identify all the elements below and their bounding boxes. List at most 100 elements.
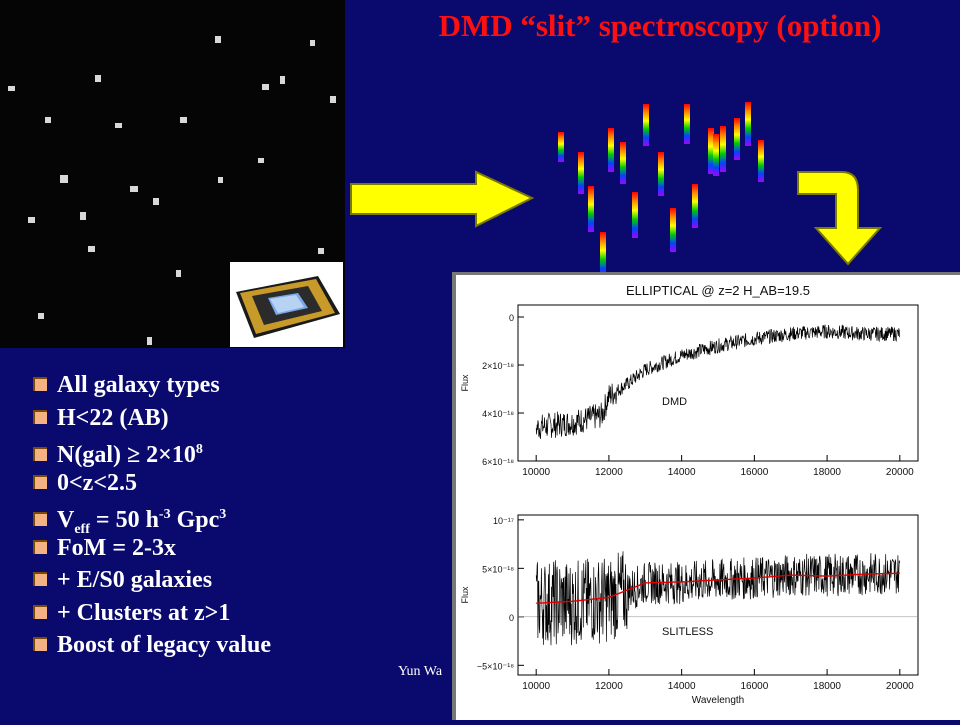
x-tick-label: 16000 [740, 681, 768, 692]
star-dot [258, 158, 264, 163]
spectrum-chart-1: 10000 12000 14000 16000 18000 20000 0 2×10⁻¹⁸ 4×… [460, 283, 919, 478]
chart-annotation: DMD [662, 396, 687, 408]
chart-title: ELLIPTICAL @ z=2 H_AB=19.5 [626, 283, 810, 298]
y-tick-label: 6×10⁻¹⁸ [482, 457, 514, 467]
bullet-item: All galaxy types [33, 370, 220, 400]
y-tick-label: 2×10⁻¹⁸ [482, 361, 514, 371]
plot-frame [517, 514, 919, 676]
spectrum-series-line [535, 551, 901, 646]
x-tick-label: 18000 [813, 467, 841, 478]
star-dot [8, 86, 15, 91]
x-tick-label: 12000 [595, 681, 623, 692]
star-dot [147, 337, 152, 345]
right-arrow-icon [350, 170, 535, 228]
star-dot [28, 217, 35, 223]
spectrum-stripe [692, 184, 698, 228]
spectrum-stripe [658, 152, 664, 196]
x-axis-label: Wavelength [692, 695, 744, 706]
curved-down-arrow-icon [797, 171, 883, 266]
bullet-box-icon [33, 637, 47, 652]
spectrum-series-line [536, 572, 900, 604]
spectrum-stripe [713, 134, 719, 176]
spectrum-plots-svg: 10000 12000 14000 16000 18000 20000 0 2×10⁻¹⁸ 4×… [460, 283, 919, 706]
star-dot [262, 84, 269, 90]
spectrum-stripe [734, 118, 740, 160]
footer-author: Yun Wa [398, 664, 443, 679]
spectra-stripe-group [558, 102, 764, 278]
y-tick-label: 4×10⁻¹⁸ [482, 409, 514, 419]
bullet-item: 0<z<2.5 [33, 468, 137, 498]
spectrum-stripe [578, 152, 584, 194]
plot-frame [517, 304, 919, 462]
dmd-chip-photo [230, 262, 343, 347]
y-tick-label: −5×10⁻¹⁸ [477, 661, 514, 671]
bullet-item: N(gal) ≥ 2×108 [33, 435, 203, 468]
star-dot [215, 36, 221, 43]
star-dot [310, 40, 315, 46]
spectrum-chart-2: 10000 12000 14000 16000 18000 20000 10⁻¹⁷ 5×10⁻… [460, 514, 919, 706]
bullet-box-icon [33, 512, 47, 527]
star-dot [45, 117, 51, 123]
star-dot [180, 117, 187, 123]
x-tick-label: 18000 [813, 681, 841, 692]
spectrum-stripe [558, 132, 564, 162]
bullet-item: Boost of legacy value [33, 630, 271, 660]
star-dot [80, 212, 86, 220]
bullet-box-icon [33, 604, 47, 619]
y-tick-label: 10⁻¹⁷ [493, 516, 514, 526]
spectrum-stripe [720, 126, 726, 172]
star-dot [115, 123, 122, 128]
spectrum-stripe [684, 104, 690, 144]
bullet-item: + E/S0 galaxies [33, 565, 212, 595]
bullet-item: FoM = 2-3x [33, 533, 176, 563]
star-dot [176, 270, 181, 277]
star-dot [38, 313, 44, 319]
bullet-box-icon [33, 447, 47, 462]
bullet-box-icon [33, 539, 47, 554]
spectrum-plot-panel: 10000 12000 14000 16000 18000 20000 0 2×10⁻¹⁸ 4×… [452, 272, 960, 720]
spectrum-stripe [708, 128, 714, 174]
star-dot [330, 96, 336, 103]
x-tick-label: 20000 [886, 681, 914, 692]
bullet-box-icon [33, 572, 47, 587]
star-dot [130, 186, 138, 192]
slide-title: DMD “slit” spectroscopy (option) [438, 8, 882, 43]
bullet-box-icon [33, 409, 47, 424]
x-tick-label: 14000 [668, 681, 696, 692]
dmd-chip-drawing [236, 276, 340, 338]
x-tick-label: 14000 [668, 467, 696, 478]
spectrum-stripe [745, 102, 751, 146]
x-tick-label: 20000 [886, 467, 914, 478]
spectrum-stripe [758, 140, 764, 182]
star-dot [318, 248, 324, 254]
x-tick-label: 12000 [595, 467, 623, 478]
bullet-box-icon [33, 377, 47, 392]
star-dot [95, 75, 101, 82]
bullet-item: H<22 (AB) [33, 403, 169, 433]
y-tick-label: 5×10⁻¹⁸ [482, 564, 514, 574]
star-dot [60, 175, 68, 183]
spectrum-stripe [670, 208, 676, 252]
spectrum-stripe [643, 104, 649, 146]
chart-annotation: SLITLESS [662, 626, 713, 638]
y-axis-label: Flux [460, 586, 470, 604]
spectrum-stripe [588, 186, 594, 232]
bullet-item: Veff = 50 h-3 Gpc3 [33, 500, 226, 537]
bullet-box-icon [33, 474, 47, 489]
x-tick-label: 16000 [740, 467, 768, 478]
spectrum-series-line [535, 324, 901, 439]
y-axis-label: Flux [460, 374, 470, 392]
x-tick-label: 10000 [522, 467, 550, 478]
spectrum-stripe [608, 128, 614, 172]
star-dot [218, 177, 223, 183]
x-tick-label: 10000 [522, 681, 550, 692]
star-dot [153, 198, 159, 205]
y-tick-label: 0 [509, 313, 514, 323]
spectrum-stripe [632, 192, 638, 238]
star-dot [280, 76, 285, 84]
y-tick-label: 0 [509, 613, 514, 623]
star-dot [88, 246, 95, 252]
spectrum-stripe [600, 232, 606, 278]
star-field-svg [8, 36, 336, 345]
spectrum-stripe [620, 142, 626, 184]
